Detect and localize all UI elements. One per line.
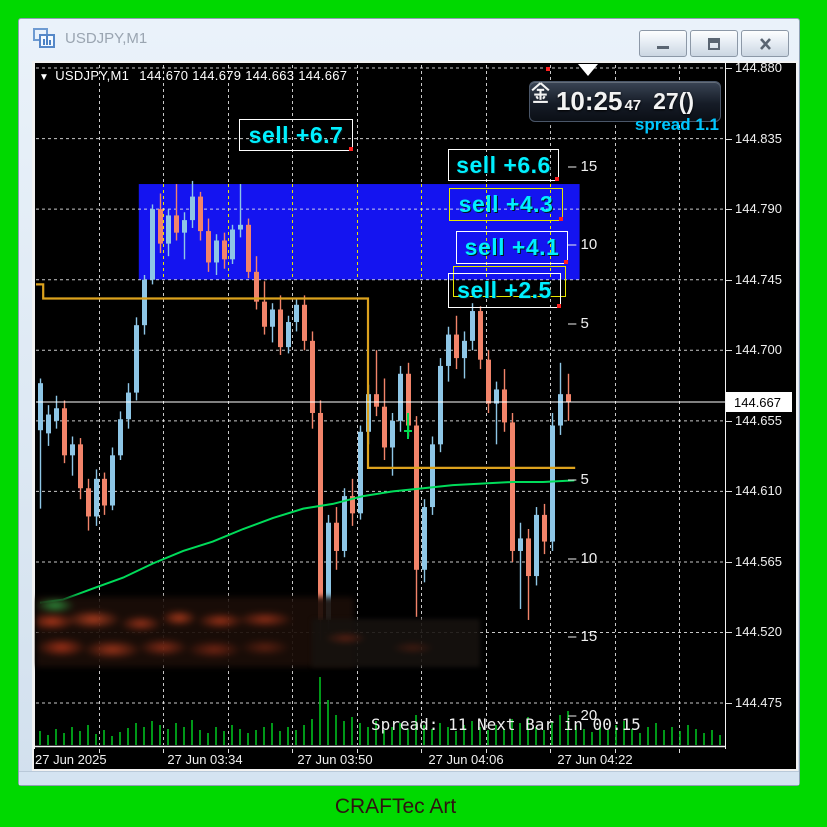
time-axis-label: 27 Jun 2025 — [35, 752, 107, 767]
price-axis-label: 144.610 — [735, 483, 782, 499]
clock-date: 27() — [531, 82, 694, 115]
sell-label[interactable]: sell +4.3 — [449, 188, 563, 221]
pip-scale-label: – 15 — [568, 628, 598, 646]
close-button[interactable] — [741, 30, 789, 57]
header-symbol: USDJPY,M1 — [55, 68, 130, 83]
titlebar[interactable]: USDJPY,M1 — [19, 19, 799, 61]
pip-scale-label: – 5 — [568, 314, 589, 332]
restore-button[interactable] — [690, 30, 738, 57]
price-axis-tick — [726, 632, 732, 634]
pip-scale-label: – 15 — [568, 157, 598, 175]
time-axis-label: 27 Jun 04:22 — [557, 752, 633, 767]
chart-window: USDJPY,M1 ▼ USDJPY,M1 144.670 144.679 144.… — [18, 18, 800, 786]
sell-label[interactable]: sell +2.5 — [448, 273, 561, 308]
close-icon — [759, 37, 771, 50]
time-marker-triangle-icon — [578, 64, 598, 76]
time-axis-tick — [357, 749, 358, 753]
header-ohlc: 144.670 144.679 144.663 144.667 — [139, 68, 348, 83]
current-price-badge: 144.667 — [726, 392, 792, 412]
chart-icon — [33, 28, 57, 50]
redacted-watermark-dim — [312, 619, 480, 667]
time-axis-tick — [99, 749, 100, 753]
price-axis-label: 144.655 — [735, 412, 782, 428]
spread-indicator: spread 1.1 — [634, 115, 719, 134]
pip-scale-label: – 20 — [568, 706, 598, 724]
footer-credit: CRAFTec Art — [334, 794, 457, 818]
time-axis-label: 27 Jun 03:50 — [297, 752, 373, 767]
redacted-watermark — [36, 597, 354, 667]
chart-area: ▼ USDJPY,M1 144.670 144.679 144.663 144.66… — [32, 60, 798, 771]
candlestick-canvas — [34, 63, 726, 749]
time-axis-label: 27 Jun 03:34 — [167, 752, 243, 767]
price-axis-label: 144.700 — [735, 342, 782, 358]
price-axis-label: 144.475 — [735, 695, 782, 711]
time-axis-tick — [163, 749, 164, 753]
price-axis-label: 144.790 — [735, 201, 782, 217]
time-axis-tick — [615, 749, 616, 753]
price-axis-tick — [726, 68, 732, 70]
time-axis-tick — [228, 749, 229, 753]
selection-dot — [557, 304, 561, 308]
kanji-kin-icon — [531, 82, 550, 103]
price-axis-tick — [726, 703, 732, 705]
chart-header: ▼ USDJPY,M1 144.670 144.679 144.663 144.66… — [39, 68, 347, 83]
price-axis-tick — [726, 209, 732, 211]
pip-scale-label: – 10 — [568, 236, 598, 254]
time-axis-tick — [421, 749, 422, 753]
pip-scale-label: – 10 — [568, 549, 598, 567]
price-axis-tick — [726, 350, 732, 352]
restore-icon — [708, 37, 720, 50]
price-axis-label: 144.565 — [735, 553, 782, 569]
clock-overlay: 10:25 47 27() — [529, 81, 721, 122]
price-axis[interactable]: 144.880 144.835 144.790 144.745 144.700 144.6… — [726, 60, 796, 749]
selection-dot — [564, 260, 568, 264]
price-axis-tick — [726, 561, 732, 563]
sell-label[interactable]: sell +6.6 — [448, 149, 559, 181]
sell-label[interactable]: sell +4.1 — [456, 231, 568, 264]
price-axis-label: 144.835 — [735, 130, 782, 146]
minimize-button[interactable] — [639, 30, 687, 57]
minimize-icon — [657, 45, 669, 49]
collapse-triangle-icon[interactable]: ▼ — [39, 72, 50, 83]
time-axis-tick — [550, 749, 551, 753]
time-axis[interactable]: 27 Jun 2025 27 Jun 03:34 27 Jun 03:50 27 Ju… — [34, 749, 796, 769]
price-axis-label: 144.880 — [735, 60, 782, 76]
time-axis-label: 27 Jun 04:06 — [428, 752, 504, 767]
window-statusbar — [19, 771, 799, 785]
selection-dot — [555, 177, 559, 181]
price-axis-label: 144.520 — [735, 624, 782, 640]
time-axis-tick — [679, 749, 680, 753]
price-axis-tick — [726, 138, 732, 140]
clock-seconds: 47 — [624, 97, 642, 114]
sell-label[interactable]: sell +6.7 — [239, 119, 353, 151]
time-axis-tick — [292, 749, 293, 753]
price-axis-tick — [726, 420, 732, 422]
price-axis-label: 144.745 — [735, 271, 782, 287]
clock-time: 10:25 — [555, 86, 623, 116]
footer: CRAFTec Art — [0, 786, 827, 827]
time-axis-tick — [486, 749, 487, 753]
anchor-red-dot — [546, 67, 550, 71]
window-title: USDJPY,M1 — [65, 30, 148, 47]
sell-label-ghost-box — [453, 266, 566, 297]
spread-status-text: Spread: 11 Next Bar in 00:15 — [371, 715, 641, 734]
selection-dot — [349, 147, 353, 151]
plot-area[interactable]: ▼ USDJPY,M1 144.670 144.679 144.663 144.66… — [34, 63, 726, 749]
entry-marker-icon — [404, 413, 412, 439]
selection-dot — [559, 217, 563, 221]
pip-scale-label: – 5 — [568, 471, 589, 489]
price-axis-tick — [726, 279, 732, 281]
price-axis-tick — [726, 491, 732, 493]
